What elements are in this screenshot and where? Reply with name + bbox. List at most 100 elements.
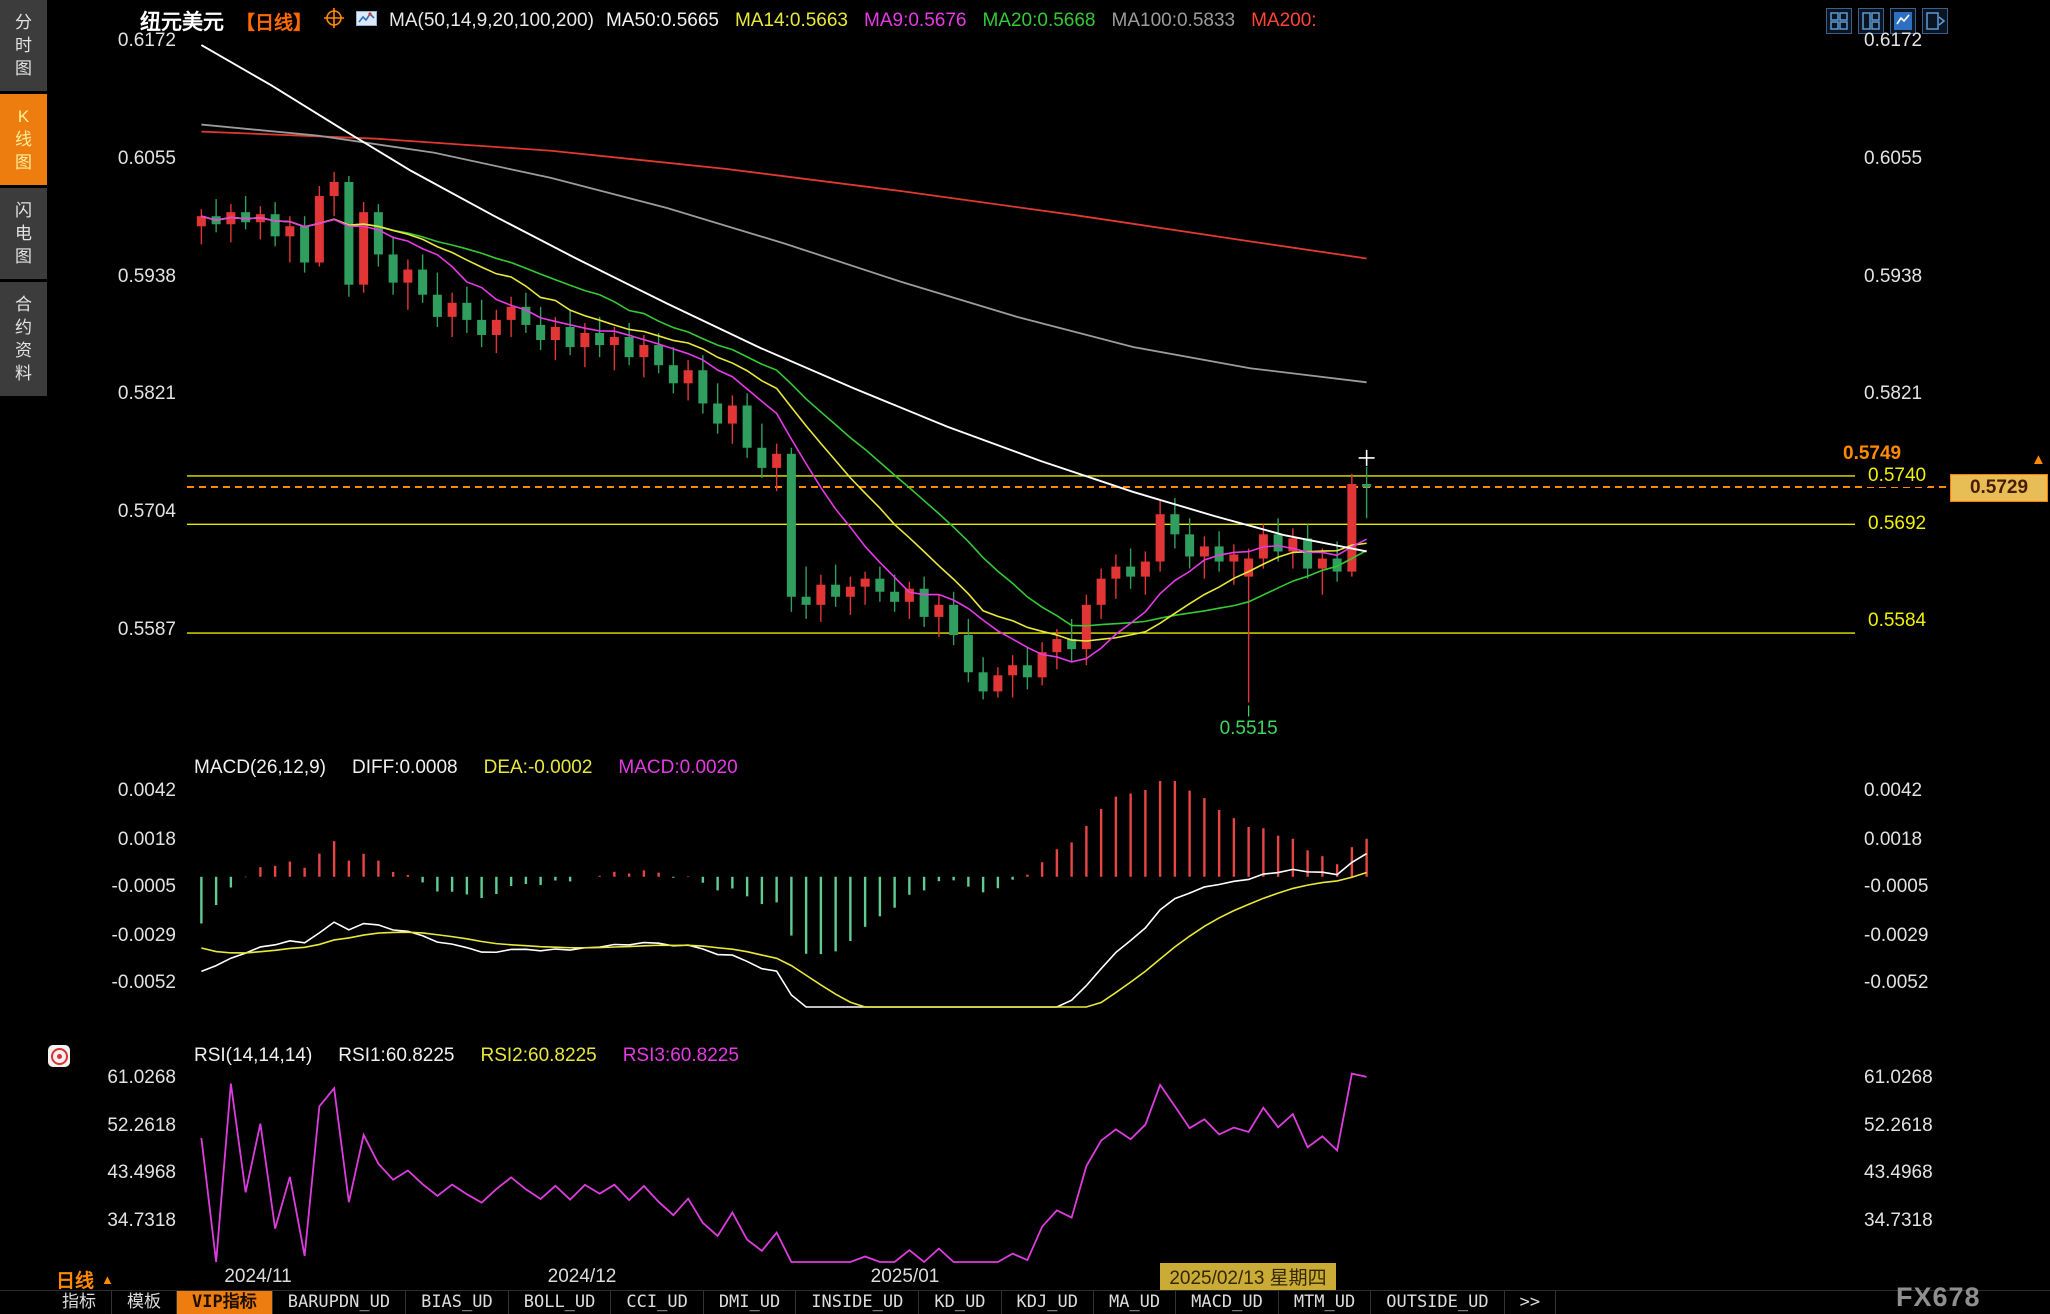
toolbar-tab-VIP指标[interactable]: VIP指标 bbox=[177, 1291, 273, 1314]
candle-body bbox=[1199, 546, 1209, 557]
axis-tick: 0.5704 bbox=[117, 501, 176, 523]
sidebar-item-label: 合约资料 bbox=[15, 295, 32, 383]
axis-tick: 0.6172 bbox=[117, 30, 176, 51]
toolbar-tab-模板[interactable]: 模板 bbox=[112, 1291, 177, 1314]
candle-body bbox=[1008, 665, 1018, 676]
sidebar-item-label: K线图 bbox=[15, 107, 32, 172]
toolbar-tab-KD_UD[interactable]: KD_UD bbox=[919, 1291, 1002, 1314]
candle-body bbox=[462, 302, 472, 320]
axis-tick: -0.0005 bbox=[1864, 876, 1929, 897]
toolbar-tab-MA_UD[interactable]: MA_UD bbox=[1094, 1291, 1177, 1314]
axis-tick: -0.0029 bbox=[1864, 925, 1929, 947]
toolbar-tab-INSIDE_UD[interactable]: INSIDE_UD bbox=[796, 1291, 920, 1314]
ma-legend-item: MA200: bbox=[1251, 10, 1317, 31]
time-axis-label: 2025/01 bbox=[870, 1266, 940, 1287]
ma50-line bbox=[200, 44, 1367, 553]
candle-body bbox=[831, 584, 841, 597]
candle-body bbox=[418, 269, 428, 295]
candle-body bbox=[1096, 578, 1106, 605]
axis-tick: 0.6055 bbox=[117, 147, 176, 169]
macd-value: MACD:0.0020 bbox=[618, 757, 738, 778]
candle-body bbox=[506, 306, 516, 320]
layout-next-icon[interactable] bbox=[1922, 8, 1948, 34]
indicator-toolbar: 指标 模板 VIP指标 BARUPDN_UD BIAS_UD BOLL_UD CCI_UD D… bbox=[0, 1290, 2050, 1314]
toolbar-tab-指标[interactable]: 指标 bbox=[47, 1291, 112, 1314]
axis-tick: 0.0042 bbox=[1864, 780, 1923, 801]
flag-dot bbox=[56, 1053, 62, 1059]
candle-body bbox=[963, 635, 973, 673]
sidebar-item-合约资料[interactable]: 合约资料 bbox=[0, 282, 47, 396]
rsi-header: RSI(14,14,14) RSI1:60.8225 RSI2:60.8225 … bbox=[194, 1045, 739, 1067]
axis-tick: 0.0042 bbox=[117, 780, 176, 801]
crosshair-icon[interactable] bbox=[324, 8, 345, 34]
candle-body bbox=[624, 337, 634, 358]
axis-tick: 43.4968 bbox=[1864, 1162, 1933, 1184]
candle-body bbox=[816, 584, 826, 605]
resistance-level-label: 0.5740 bbox=[1866, 465, 1929, 487]
sidebar-item-K线图[interactable]: K线图 bbox=[0, 94, 47, 185]
macd-diff-value: DIFF:0.0008 bbox=[352, 757, 458, 778]
layout-split-icon[interactable] bbox=[1858, 8, 1884, 34]
ma-group-label: MA(50,14,9,20,100,200) bbox=[389, 10, 594, 31]
layout-grid-icon[interactable] bbox=[1826, 8, 1852, 34]
toolbar-tab-CCI_UD[interactable]: CCI_UD bbox=[611, 1291, 704, 1314]
candle-body bbox=[801, 596, 811, 605]
ma9-line bbox=[201, 215, 1367, 663]
candle-body bbox=[639, 345, 649, 358]
ma20-line bbox=[201, 215, 1368, 627]
axis-tick: 0.0018 bbox=[117, 829, 176, 851]
axis-tick: 0.5938 bbox=[117, 265, 176, 287]
toolbar-tab-KDJ_UD[interactable]: KDJ_UD bbox=[1002, 1291, 1094, 1314]
candle-body bbox=[890, 591, 900, 602]
candle-body bbox=[698, 370, 708, 404]
candle-body bbox=[285, 226, 295, 237]
axis-tick: 61.0268 bbox=[1864, 1067, 1933, 1088]
candle-body bbox=[477, 319, 487, 335]
axis-tick: 52.2618 bbox=[107, 1114, 176, 1136]
candle-body bbox=[1067, 639, 1077, 650]
candle-body bbox=[521, 306, 531, 325]
toolbar-tab-MTM_UD[interactable]: MTM_UD bbox=[1279, 1291, 1372, 1314]
ma-legend: MA50:0.5665 MA14:0.5663 MA9:0.5676 MA20:0.5… bbox=[606, 10, 1317, 32]
toolbar-tab-BOLL_UD[interactable]: BOLL_UD bbox=[509, 1291, 612, 1314]
candle-body bbox=[1288, 538, 1298, 552]
candle-body bbox=[1126, 566, 1136, 577]
candle-body bbox=[344, 181, 354, 285]
current-price-badge: 0.5729 bbox=[1950, 474, 2048, 502]
candle-body bbox=[550, 326, 560, 341]
macd-title: MACD(26,12,9) bbox=[194, 757, 326, 778]
candle-body bbox=[595, 332, 605, 346]
sidebar-item-分时图[interactable]: 分时图 bbox=[0, 0, 47, 91]
period-selector[interactable]: 日线 ▲ bbox=[56, 1266, 114, 1293]
period-up-arrow-icon: ▲ bbox=[101, 1272, 114, 1287]
candle-body bbox=[772, 453, 782, 468]
toolbar-tab-MACD_UD[interactable]: MACD_UD bbox=[1176, 1291, 1279, 1314]
candle-body bbox=[1347, 484, 1357, 572]
candle-body bbox=[654, 345, 664, 366]
chart-style-icon[interactable] bbox=[356, 10, 378, 33]
layout-active-icon[interactable] bbox=[1890, 8, 1916, 34]
ma-legend-item: MA14:0.5663 bbox=[734, 10, 848, 31]
toolbar-tab->>[interactable]: >> bbox=[1505, 1291, 1557, 1314]
flag-ring bbox=[50, 1047, 68, 1065]
candle-body bbox=[1111, 566, 1121, 579]
candle-body bbox=[860, 578, 870, 587]
toolbar-tab-BIAS_UD[interactable]: BIAS_UD bbox=[406, 1291, 509, 1314]
ma14-line bbox=[201, 215, 1367, 642]
symbol-title: 纽元美元 bbox=[140, 11, 224, 34]
toolbar-tab-DMI_UD[interactable]: DMI_UD bbox=[704, 1291, 797, 1314]
axis-tick: -0.0052 bbox=[1864, 972, 1929, 993]
time-axis-label: 2024/12 bbox=[547, 1266, 617, 1287]
candle-body bbox=[491, 319, 501, 335]
rsi2-value: RSI2:60.8225 bbox=[480, 1045, 597, 1066]
session-high-label: 0.5749 bbox=[1843, 443, 1902, 464]
toolbar-tab-BARUPDN_UD[interactable]: BARUPDN_UD bbox=[273, 1291, 407, 1314]
ma-legend-item: MA20:0.5668 bbox=[982, 10, 1096, 31]
indicator-flag-icon[interactable] bbox=[48, 1045, 70, 1067]
sidebar-item-闪电图[interactable]: 闪电图 bbox=[0, 188, 47, 279]
axis-tick: -0.0029 bbox=[111, 925, 176, 947]
candle-body bbox=[934, 604, 944, 617]
axis-tick: 0.5938 bbox=[1864, 265, 1923, 287]
toolbar-tab-OUTSIDE_UD[interactable]: OUTSIDE_UD bbox=[1371, 1291, 1505, 1314]
